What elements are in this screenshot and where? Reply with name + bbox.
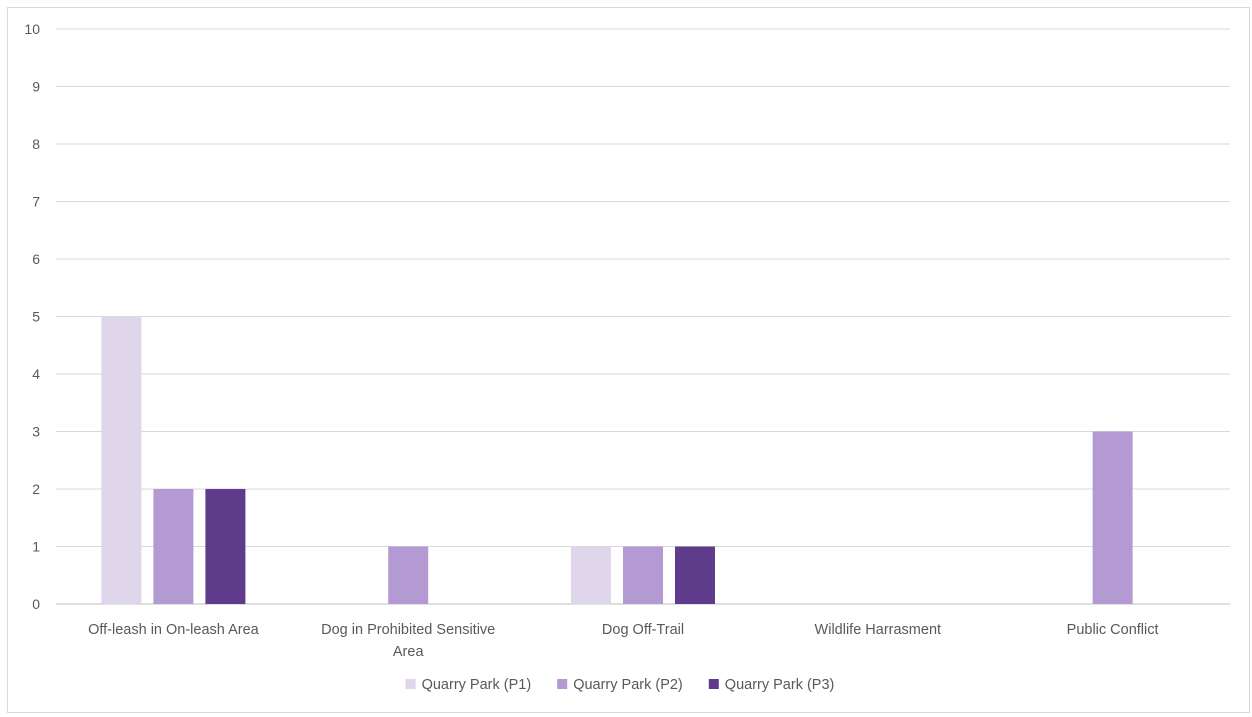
bar (153, 489, 194, 604)
x-tick-label: Dog Off-Trail (602, 622, 684, 638)
y-tick-label: 6 (32, 251, 40, 267)
bar (1092, 431, 1133, 604)
gridlines (56, 28, 1230, 605)
x-tick-label: Wildlife Harrasment (815, 622, 942, 638)
y-tick-label: 10 (24, 21, 40, 37)
x-tick-label: Off-leash in On-leash Area (88, 622, 260, 638)
y-axis-ticks: 0 1 2 3 4 5 6 7 8 9 10 (24, 21, 40, 612)
y-tick-label: 0 (32, 596, 40, 612)
bar (101, 316, 142, 604)
y-tick-label: 8 (32, 136, 40, 152)
legend-label: Quarry Park (P3) (725, 677, 835, 693)
legend-swatch (405, 679, 416, 689)
bar (205, 489, 246, 604)
bar (623, 546, 663, 604)
y-tick-label: 2 (32, 481, 40, 497)
x-tick-label: Public Conflict (1067, 622, 1159, 638)
legend-label: Quarry Park (P1) (422, 677, 532, 693)
y-tick-label: 3 (32, 424, 40, 440)
legend-label: Quarry Park (P2) (573, 677, 683, 693)
legend-swatch (708, 679, 719, 689)
legend: Quarry Park (P1) Quarry Park (P2) Quarry P… (405, 677, 835, 693)
y-tick-label: 1 (32, 539, 40, 555)
bar (675, 546, 715, 604)
x-tick-label: Dog in Prohibited Sensitive (321, 622, 495, 638)
y-tick-label: 5 (32, 309, 40, 325)
x-axis-labels: Off-leash in On-leash Area Dog in Prohibi… (88, 622, 1158, 660)
x-tick-label: Area (393, 644, 425, 660)
bar (388, 546, 429, 604)
y-tick-label: 7 (32, 194, 40, 210)
bar (571, 546, 611, 604)
y-tick-label: 4 (32, 366, 40, 382)
y-tick-label: 9 (32, 79, 40, 95)
bars (101, 316, 1133, 604)
legend-swatch (557, 679, 568, 689)
